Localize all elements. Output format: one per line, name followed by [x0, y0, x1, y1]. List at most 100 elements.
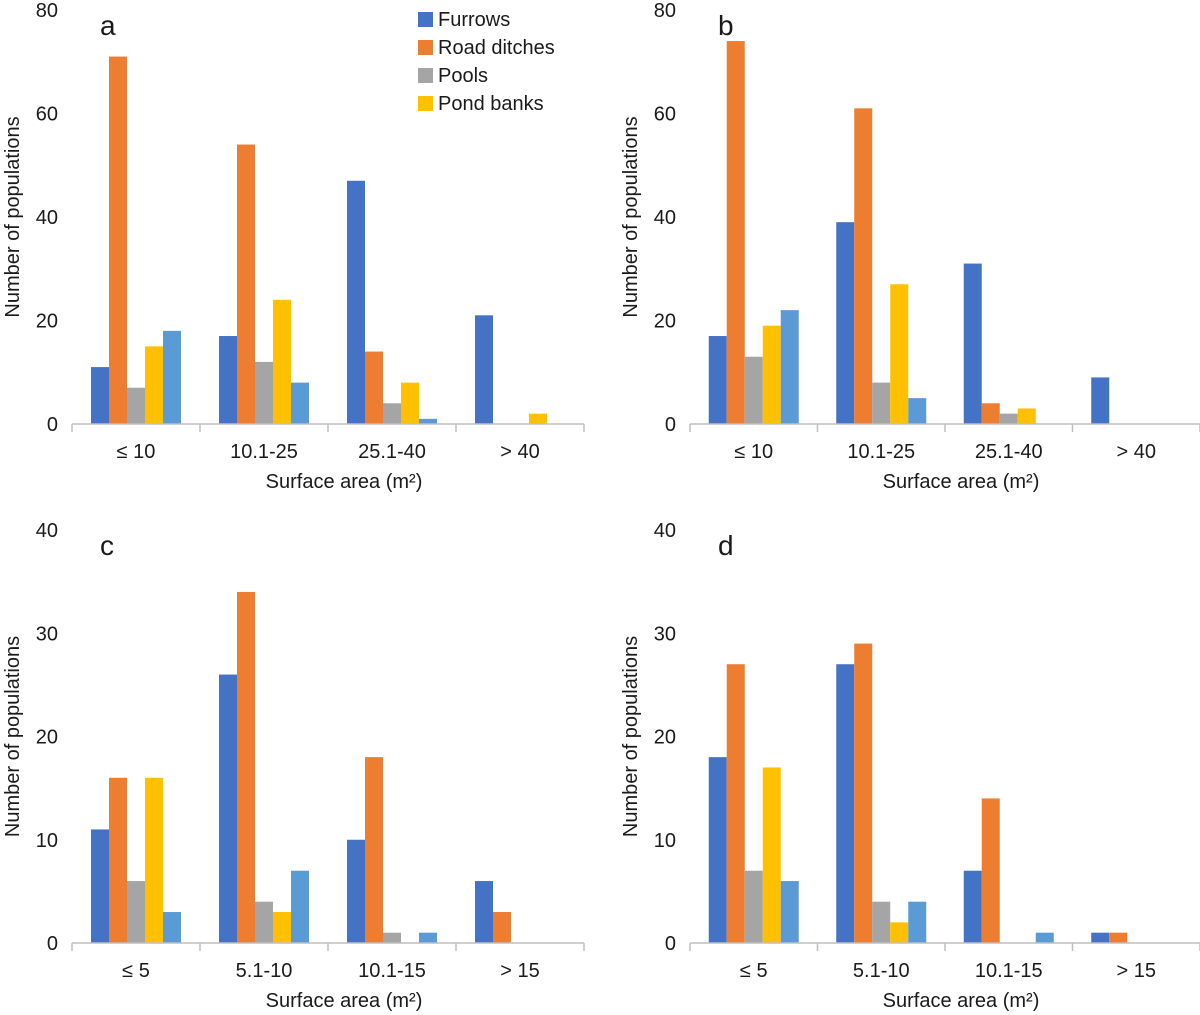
- y-tick-label: 20: [654, 311, 676, 333]
- y-tick-label: 20: [36, 311, 58, 333]
- bar-d-series3-cat1: [890, 922, 909, 943]
- legend: Furrows Road ditches Pools Pond banks: [418, 9, 555, 115]
- bar-c-series1-cat1: [237, 591, 255, 943]
- bar-c-series4-cat0: [163, 912, 181, 943]
- bar-a-series1-cat2: [365, 351, 383, 424]
- y-tick-label: 40: [36, 207, 58, 229]
- x-tick-label: 10.1-15: [358, 960, 426, 982]
- bar-c-series2-cat0: [127, 881, 145, 943]
- legend-item-furrows: Furrows: [418, 9, 510, 31]
- panel-b: 0 20 40 60 80 ≤ 10 10.1-25 25.1-40 > 40 Surface a…: [620, 0, 1200, 493]
- legend-swatch-furrows: [418, 12, 433, 27]
- y-tick-label: 80: [654, 0, 676, 22]
- legend-swatch-road-ditches: [418, 40, 433, 55]
- legend-item-road-ditches: Road ditches: [418, 37, 555, 59]
- x-tick-label: ≤ 10: [117, 441, 156, 463]
- bar-c-series0-cat1: [219, 674, 237, 943]
- bar-a-series4-cat0: [163, 330, 181, 424]
- legend-swatch-pools: [418, 68, 433, 83]
- bar-a-series2-cat2: [383, 403, 401, 424]
- bar-c-series4-cat1: [291, 870, 309, 943]
- bar-b-series2-cat2: [999, 413, 1018, 424]
- bar-b-series3-cat2: [1017, 408, 1036, 424]
- bar-d-series4-cat2: [1035, 932, 1054, 943]
- bar-a-series4-cat2: [419, 418, 437, 424]
- bar-b-series0-cat0: [708, 336, 727, 424]
- legend-label-furrows: Furrows: [438, 9, 510, 31]
- bar-c-series0-cat2: [347, 839, 365, 943]
- x-tick-label: ≤ 5: [740, 960, 768, 982]
- panel-label: b: [718, 10, 734, 41]
- bar-a-series0-cat2: [347, 180, 365, 424]
- x-tick-label: 10.1-15: [975, 960, 1043, 982]
- y-tick-label: 40: [654, 520, 676, 542]
- bar-a-series0-cat3: [475, 315, 493, 424]
- y-axis-title: Number of populations: [620, 116, 642, 317]
- bar-d-series1-cat3: [1109, 932, 1128, 943]
- y-tick-label: 20: [654, 727, 676, 749]
- y-tick-label: 10: [654, 830, 676, 852]
- x-tick-label: 25.1-40: [975, 441, 1043, 463]
- bar-c-series0-cat0: [91, 829, 109, 943]
- bar-d-series0-cat3: [1091, 932, 1110, 943]
- bar-d-series0-cat1: [836, 664, 855, 943]
- bar-b-series1-cat0: [726, 41, 745, 425]
- y-tick-label: 0: [665, 933, 676, 955]
- bar-b-series3-cat0: [762, 325, 781, 424]
- legend-label-pools: Pools: [438, 65, 488, 87]
- bar-a-series3-cat0: [145, 346, 163, 424]
- bar-a-series3-cat3: [529, 413, 547, 424]
- panel-c: 0 10 20 30 40 ≤ 5 5.1-10 10.1-15 > 15 Surface are…: [2, 520, 585, 1012]
- y-axis-title: Number of populations: [620, 636, 642, 837]
- y-tick-label: 80: [36, 0, 58, 22]
- legend-item-pond-banks: Pond banks: [418, 93, 544, 115]
- bar-b-series1-cat2: [981, 403, 1000, 424]
- x-tick-label: ≤ 10: [734, 441, 773, 463]
- bar-b-series0-cat1: [836, 222, 855, 424]
- y-tick-label: 40: [654, 207, 676, 229]
- y-axis-title: Number of populations: [2, 636, 24, 837]
- bar-c-series0-cat3: [475, 881, 493, 943]
- bar-a-series4-cat1: [291, 382, 309, 424]
- y-tick-label: 0: [47, 414, 58, 436]
- x-tick-label: 5.1-10: [853, 960, 910, 982]
- bar-b-series0-cat3: [1091, 377, 1110, 424]
- bar-c-series2-cat1: [255, 901, 273, 943]
- x-tick-label: > 40: [1117, 441, 1156, 463]
- bar-d-series0-cat2: [963, 870, 982, 943]
- bar-c-series2-cat2: [383, 932, 401, 943]
- bar-a-series2-cat0: [127, 387, 145, 424]
- panel-d: 0 10 20 30 40 ≤ 5 5.1-10 10.1-15 > 15 Surface are…: [620, 520, 1200, 1012]
- bar-b-series2-cat1: [872, 382, 891, 424]
- x-tick-label: 5.1-10: [236, 960, 293, 982]
- panel-a: 0 20 40 60 80 ≤ 10 10.1-25 25.1-40 > 40 Surface a…: [2, 0, 585, 493]
- bar-b-series4-cat0: [780, 310, 799, 424]
- bar-d-series1-cat1: [854, 643, 873, 943]
- bar-c-series3-cat0: [145, 777, 163, 943]
- bar-a-series0-cat0: [91, 367, 109, 424]
- bar-d-series4-cat0: [780, 881, 799, 943]
- bar-c-series1-cat2: [365, 757, 383, 943]
- bar-b-series2-cat0: [744, 356, 763, 424]
- bar-c-series1-cat0: [109, 777, 127, 943]
- x-axis-title: Surface area (m²): [266, 990, 423, 1012]
- x-tick-label: 10.1-25: [847, 441, 915, 463]
- bar-d-series0-cat0: [708, 757, 727, 943]
- x-tick-label: ≤ 5: [122, 960, 150, 982]
- legend-label-road-ditches: Road ditches: [438, 37, 555, 59]
- bar-c-series4-cat2: [419, 932, 437, 943]
- x-axis-title: Surface area (m²): [883, 990, 1040, 1012]
- bar-b-series1-cat1: [854, 108, 873, 424]
- y-tick-label: 60: [654, 104, 676, 126]
- x-tick-label: 10.1-25: [230, 441, 298, 463]
- y-tick-label: 30: [36, 623, 58, 645]
- bar-b-series4-cat1: [908, 398, 927, 424]
- panel-label: d: [718, 530, 734, 561]
- legend-swatch-pond-banks: [418, 96, 433, 111]
- y-axis-title: Number of populations: [2, 116, 24, 317]
- y-tick-label: 10: [36, 830, 58, 852]
- bar-c-series1-cat3: [493, 912, 511, 943]
- bar-a-series3-cat2: [401, 382, 419, 424]
